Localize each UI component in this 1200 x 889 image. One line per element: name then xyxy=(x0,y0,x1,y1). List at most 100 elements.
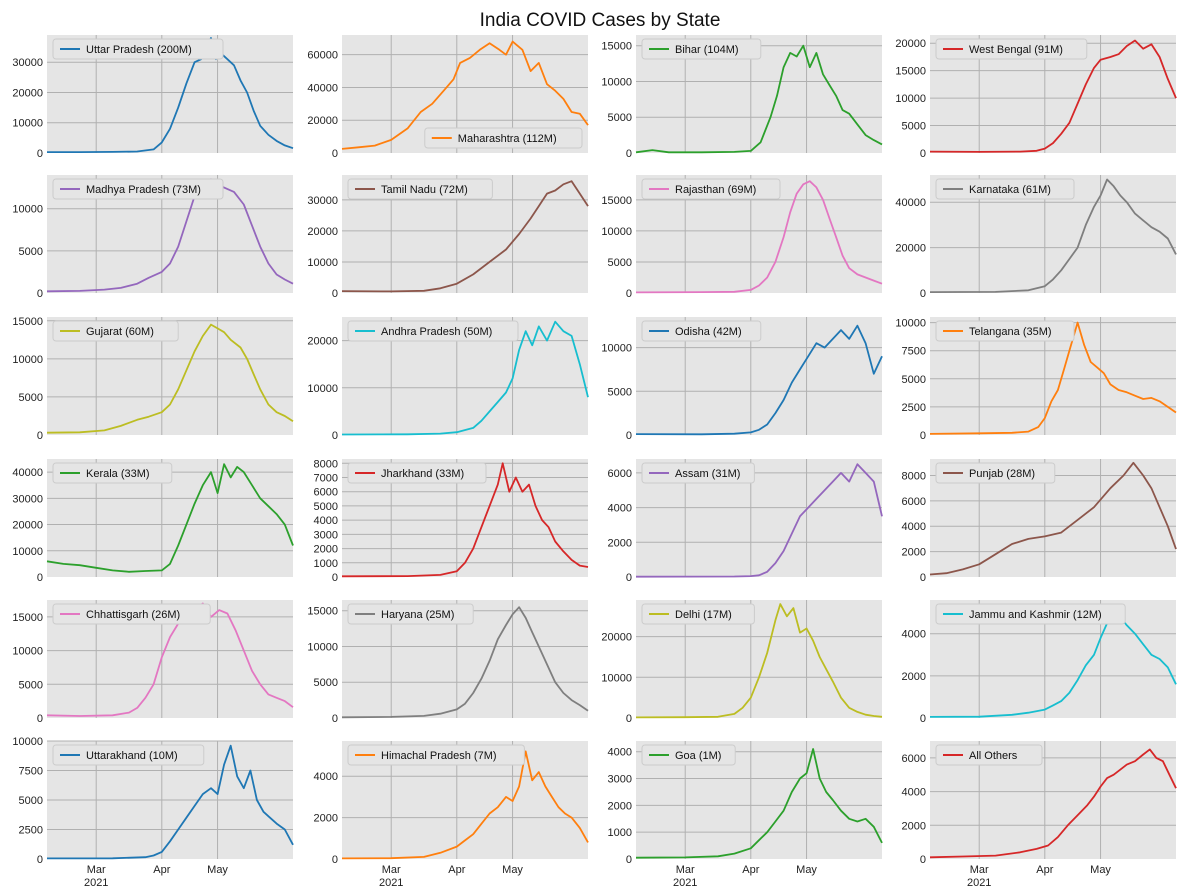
y-tick-label: 20000 xyxy=(601,632,632,644)
y-tick-label: 20000 xyxy=(12,520,43,532)
y-tick-label: 2000 xyxy=(608,800,632,812)
series-line xyxy=(341,180,589,293)
x-tick-label: Mar xyxy=(87,864,106,876)
series-line xyxy=(635,44,883,154)
legend-box xyxy=(347,320,519,342)
subplot-odisha-42m: 0 5000 10000 Odisha (42M) xyxy=(601,317,883,442)
x-year-label: 2021 xyxy=(967,877,991,889)
y-tick-label: 10000 xyxy=(307,383,338,395)
y-tick-label: 1000 xyxy=(608,827,632,839)
x-tick-label: Apr xyxy=(742,864,759,876)
y-tick-label: 20000 xyxy=(895,243,926,255)
series-line xyxy=(929,461,1177,576)
legend-box xyxy=(935,603,1126,625)
y-tick-label: 40000 xyxy=(12,467,43,479)
y-tick-label: 4000 xyxy=(902,787,926,799)
y-tick-label: 0 xyxy=(37,148,43,160)
series-line xyxy=(635,463,883,578)
series-line xyxy=(929,748,1177,859)
legend-label: Uttarakhand (10M) xyxy=(86,750,178,762)
subplot-karnataka-61m: 0 20000 40000 Karnataka (61M) xyxy=(895,175,1177,300)
y-tick-label: 20000 xyxy=(12,87,43,99)
series-line xyxy=(929,605,1177,718)
y-tick-label: 2000 xyxy=(314,544,338,556)
subplot-maharashtra-112m: 0 20000 40000 60000 Maharashtra (112M) xyxy=(307,35,589,160)
y-tick-label: 10000 xyxy=(12,204,43,216)
legend-label: Maharashtra (112M) xyxy=(458,133,557,145)
y-tick-label: 5000 xyxy=(902,374,926,386)
y-tick-label: 0 xyxy=(332,572,338,584)
subplot-madhya-pradesh-73m: 0 5000 10000 Madhya Pradesh (73M) xyxy=(12,175,294,300)
legend-box xyxy=(641,744,736,766)
y-tick-label: 5000 xyxy=(314,501,338,513)
y-tick-label: 6000 xyxy=(314,487,338,499)
legend-label: Jharkhand (33M) xyxy=(381,468,464,480)
y-tick-label: 3000 xyxy=(608,774,632,786)
x-year-label: 2021 xyxy=(673,877,697,889)
legend-label: Uttar Pradesh (200M) xyxy=(86,44,192,56)
y-tick-label: 2500 xyxy=(19,825,43,837)
y-tick-label: 7000 xyxy=(314,472,338,484)
y-tick-label: 4000 xyxy=(902,521,926,533)
legend-box xyxy=(641,38,762,60)
series-line xyxy=(635,180,883,294)
legend-box xyxy=(52,603,211,625)
legend-box xyxy=(52,462,173,484)
series-line xyxy=(46,463,294,573)
y-tick-label: 1000 xyxy=(314,558,338,570)
series-line xyxy=(929,39,1177,153)
subplot-tamil-nadu-72m: 0 10000 20000 30000 Tamil Nadu (72M) xyxy=(307,175,589,300)
subplot-jammu-and-kashmir-12m: 0 2000 4000 Jammu and Kashmir (12M) xyxy=(902,600,1177,725)
legend-label: Madhya Pradesh (73M) xyxy=(86,184,201,196)
y-tick-label: 0 xyxy=(920,288,926,300)
legend-label: Kerala (33M) xyxy=(86,468,150,480)
y-tick-label: 0 xyxy=(332,430,338,442)
y-tick-label: 0 xyxy=(37,572,43,584)
y-tick-label: 5000 xyxy=(19,679,43,691)
y-tick-label: 10000 xyxy=(601,672,632,684)
subplot-bihar-104m: 0 5000 10000 15000 Bihar (104M) xyxy=(601,35,883,160)
x-tick-label: Apr xyxy=(1036,864,1053,876)
legend-box xyxy=(52,320,179,342)
legend-label: Jammu and Kashmir (12M) xyxy=(969,609,1102,621)
legend-label: Haryana (25M) xyxy=(381,609,454,621)
y-tick-label: 2500 xyxy=(902,402,926,414)
legend-label: Odisha (42M) xyxy=(675,326,742,338)
legend-label: All Others xyxy=(969,750,1018,762)
series-line xyxy=(46,323,294,434)
y-tick-label: 15000 xyxy=(12,612,43,624)
legend-label: Chhattisgarh (26M) xyxy=(86,609,180,621)
series-line xyxy=(341,750,589,860)
y-tick-label: 5000 xyxy=(608,386,632,398)
legend-label: West Bengal (91M) xyxy=(969,44,1063,56)
x-tick-label: May xyxy=(502,864,523,876)
legend-box xyxy=(935,320,1075,342)
series-line xyxy=(929,321,1177,435)
y-tick-label: 0 xyxy=(626,713,632,725)
y-tick-label: 15000 xyxy=(12,316,43,328)
y-tick-label: 20000 xyxy=(307,336,338,348)
y-tick-label: 2000 xyxy=(902,547,926,559)
y-tick-label: 10000 xyxy=(601,76,632,88)
y-tick-label: 0 xyxy=(332,288,338,300)
subplot-chhattisgarh-26m: 0 5000 10000 15000 Chhattisgarh (26M) xyxy=(12,600,294,725)
x-year-label: 2021 xyxy=(379,877,403,889)
series-line xyxy=(635,603,883,719)
y-tick-label: 7500 xyxy=(19,766,43,778)
legend-label: Telangana (35M) xyxy=(969,326,1052,338)
legend-box xyxy=(935,38,1088,60)
y-tick-label: 0 xyxy=(37,430,43,442)
y-tick-label: 5000 xyxy=(608,257,632,269)
y-tick-label: 15000 xyxy=(601,41,632,53)
subplot-telangana-35m: 0 2500 5000 7500 10000 Telangana (35M) xyxy=(895,317,1177,442)
y-tick-label: 0 xyxy=(332,854,338,866)
y-tick-label: 2000 xyxy=(314,813,338,825)
y-tick-label: 10000 xyxy=(12,646,43,658)
y-tick-label: 0 xyxy=(332,713,338,725)
series-line xyxy=(46,744,294,860)
legend-label: Himachal Pradesh (7M) xyxy=(381,750,497,762)
legend-box xyxy=(641,462,755,484)
y-tick-label: 5000 xyxy=(19,392,43,404)
y-tick-label: 4000 xyxy=(314,771,338,783)
x-tick-label: Mar xyxy=(970,864,989,876)
